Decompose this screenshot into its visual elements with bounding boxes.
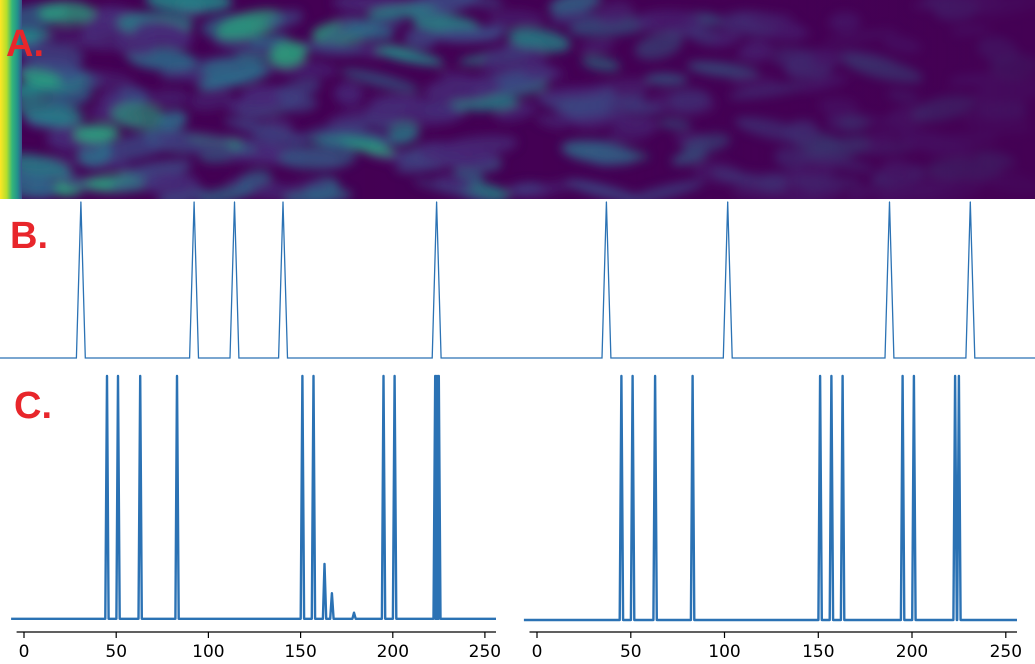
peak-point-b-4 — [436, 201, 438, 203]
chart-c-left-peak-point-10 — [393, 375, 396, 377]
chart-c-left-x-tick-label-150: 150 — [284, 642, 316, 662]
chart-c-right-x-tick-label-250: 250 — [990, 642, 1022, 662]
chart-c-right-peak-point-2 — [654, 375, 656, 377]
chart-c-left-peak-point-12 — [436, 375, 438, 377]
chart-c-right-peak-point-6 — [841, 375, 844, 377]
chart-c-left-x-tick-label-250: 250 — [469, 642, 501, 662]
panel-label-a: A. — [6, 23, 44, 65]
peak-point-b-1 — [193, 201, 195, 203]
chart-c-left-x-tick-label-100: 100 — [192, 642, 224, 662]
panel-label-c: C. — [14, 385, 52, 427]
chart-c-left-x-tick-label-200: 200 — [377, 642, 409, 662]
chart-c-left-peak-point-11 — [434, 375, 437, 377]
chart-c-left-series-line — [11, 374, 496, 620]
heatmap-fade — [0, 0, 1035, 199]
chart-c-right-x-tick-label-100: 100 — [708, 642, 740, 662]
signal-chart-right: 0 50 100 150 200 250 — [523, 374, 1022, 662]
chart-c-left-peak-point-8 — [353, 611, 355, 614]
chart-c-right-peak-point-5 — [830, 375, 833, 377]
chart-c-left-peak-point-4 — [301, 375, 304, 377]
peak-point-b-0 — [80, 201, 82, 203]
chart-c-right-x-tick-label-50: 50 — [620, 642, 642, 662]
chart-c-right-peak-point-7 — [901, 375, 904, 377]
peak-point-b-3 — [282, 201, 284, 203]
series-line-b — [0, 201, 1035, 359]
chart-c-right-peak-point-4 — [819, 375, 821, 377]
peak-point-b-7 — [888, 201, 891, 203]
chart-c-right-peak-point-9 — [954, 375, 956, 377]
chart-c-left-x-tick-label-0: 0 — [19, 642, 30, 662]
chart-c-right-x-tick-label-150: 150 — [802, 642, 834, 662]
chart-c-right-series-line — [523, 374, 1017, 622]
chart-c-right-peak-point-8 — [913, 375, 915, 377]
chart-c-right-peak-point-0 — [620, 375, 623, 377]
chart-c-right-peak-point-10 — [958, 375, 960, 377]
chart-c-left-peak-point-6 — [323, 563, 326, 565]
chart-c-right-x-tick-label-200: 200 — [896, 642, 928, 662]
peak-point-b-8 — [969, 201, 971, 203]
chart-c-left-peak-point-9 — [382, 375, 385, 377]
chart-c-left-peak-point-7 — [331, 592, 333, 594]
panel-label-b: B. — [10, 215, 48, 257]
chart-c-left-peak-point-2 — [139, 375, 141, 377]
peak-point-b-2 — [233, 201, 236, 203]
chart-c-left-peak-point-1 — [117, 375, 119, 377]
chart-c-left-peak-point-13 — [438, 375, 440, 377]
signal-chart-left: 0 50 100 150 200 250 — [11, 374, 501, 662]
chart-c-right-peak-point-1 — [631, 375, 634, 377]
chart-c-left-peak-point-3 — [176, 375, 178, 377]
chart-c-left-peak-point-0 — [106, 375, 108, 377]
chart-c-right-x-tick-label-0: 0 — [532, 642, 543, 662]
peak-point-b-5 — [605, 201, 608, 203]
chart-c-right-peak-point-3 — [691, 375, 694, 377]
heatmap-panel — [0, 0, 1035, 199]
chart-c-left-peak-point-5 — [312, 375, 315, 377]
peak-point-b-6 — [727, 201, 729, 203]
chart-c-left-x-tick-label-50: 50 — [105, 642, 127, 662]
peak-line-panel-b — [0, 201, 1035, 359]
